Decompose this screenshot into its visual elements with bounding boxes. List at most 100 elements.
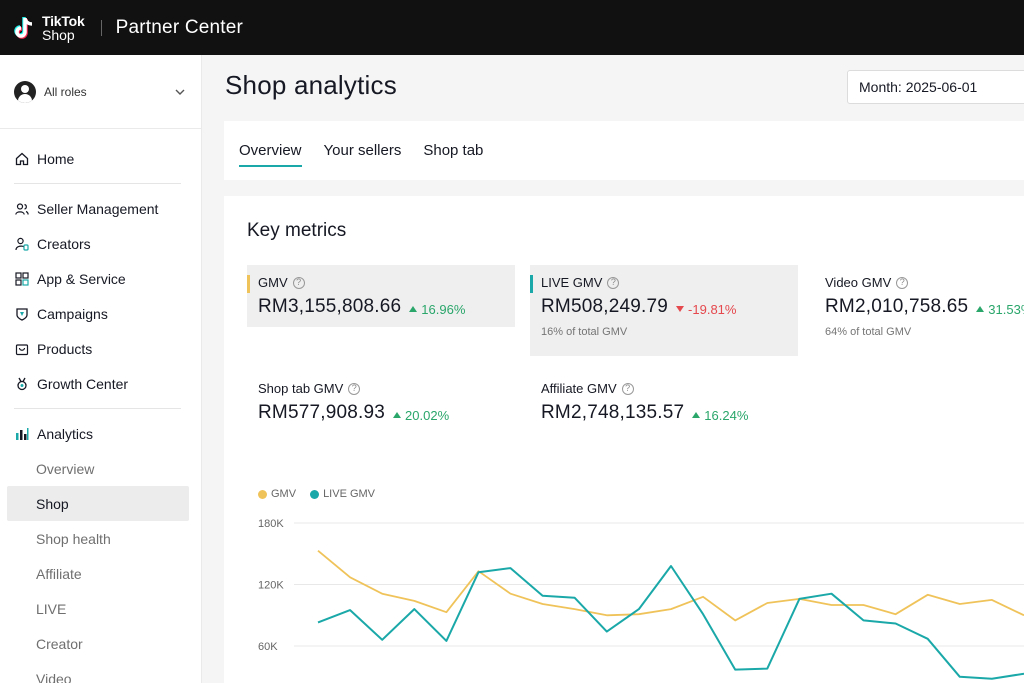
avatar <box>14 80 36 103</box>
help-icon[interactable]: ? <box>621 382 634 395</box>
legend-item-gmv[interactable]: GMV <box>258 488 296 500</box>
metric-change-value: -19.81% <box>688 301 737 317</box>
metric-label: Shop tab GMV <box>258 381 344 396</box>
divider <box>14 183 181 184</box>
metric-change: 20.02% <box>393 408 449 423</box>
gmv-line-chart: 180K 120K 60K <box>258 518 1024 680</box>
sidebar-item-seller-management[interactable]: Seller Management <box>0 191 201 226</box>
metric-change: 16.24% <box>692 408 748 423</box>
legend-label: LIVE GMV <box>323 488 376 500</box>
metric-label: LIVE GMV <box>541 275 603 290</box>
home-icon <box>14 151 30 167</box>
tiktok-shop-logo[interactable]: TikTok Shop <box>14 14 85 42</box>
role-label: All roles <box>44 84 87 99</box>
metric-live-gmv[interactable]: LIVE GMV? RM508,249.79 -19.81% 16% of to… <box>530 265 798 356</box>
sidebar-item-home[interactable]: Home <box>0 141 201 176</box>
tab-your-sellers[interactable]: Your sellers <box>323 142 402 159</box>
sidebar-nav: Home Seller Management Creators App & Se… <box>0 129 201 683</box>
topbar-divider <box>100 19 102 36</box>
key-metrics-title: Key metrics <box>247 220 347 241</box>
trend-up-icon <box>393 412 402 418</box>
sidebar-subitem-overview[interactable]: Overview <box>36 460 95 477</box>
metric-change-value: 16.96% <box>421 301 466 317</box>
tiktok-logo-icon <box>14 14 38 42</box>
metric-label: Affiliate GMV <box>541 381 617 396</box>
chevron-down-icon <box>175 89 185 95</box>
trend-up-icon <box>692 412 701 418</box>
sidebar-item-label: Home <box>37 150 75 167</box>
metric-share: 64% of total GMV <box>825 326 912 338</box>
series-line-gmv[interactable] <box>317 550 1024 622</box>
series-color-bar <box>530 275 533 293</box>
metric-video-gmv[interactable]: Video GMV? RM2,010,758.65 31.53% 64% of … <box>814 265 1024 356</box>
sidebar-subitem-live[interactable]: LIVE <box>36 600 67 617</box>
series-line-live-gmv[interactable] <box>317 565 1024 680</box>
metric-label: Video GMV <box>825 275 892 290</box>
legend-item-live-gmv[interactable]: LIVE GMV <box>310 488 375 500</box>
sidebar-item-campaigns[interactable]: Campaigns <box>0 296 201 331</box>
trend-up-icon <box>976 306 985 312</box>
sidebar-subitem-shop[interactable]: Shop <box>7 486 189 521</box>
sidebar-item-label: Products <box>37 340 93 357</box>
chart-legend: GMV LIVE GMV <box>258 488 375 500</box>
tab-shop-tab[interactable]: Shop tab <box>423 142 484 159</box>
metric-value: RM508,249.79 <box>541 296 669 317</box>
metric-label: GMV <box>258 275 288 290</box>
users-icon <box>14 201 30 217</box>
sidebar-item-analytics[interactable]: Analytics <box>0 416 201 451</box>
help-icon[interactable]: ? <box>607 276 620 289</box>
sidebar-item-growth-center[interactable]: Growth Center <box>0 366 201 401</box>
metric-value: RM577,908.93 <box>258 402 386 423</box>
bar-chart-icon <box>14 426 30 442</box>
sidebar-item-label: Campaigns <box>37 305 108 322</box>
legend-dot <box>258 489 267 499</box>
sidebar-item-label: Creators <box>37 235 91 252</box>
metric-gmv[interactable]: GMV? RM3,155,808.66 16.96% <box>247 265 515 327</box>
creator-icon <box>14 236 30 252</box>
sidebar-item-app-service[interactable]: App & Service <box>0 261 201 296</box>
y-tick-label: 120K <box>258 580 284 592</box>
product-name: Partner Center <box>115 16 244 38</box>
help-icon[interactable]: ? <box>292 276 305 289</box>
metric-change-value: 16.24% <box>704 407 749 423</box>
metric-value: RM3,155,808.66 <box>258 296 402 317</box>
metric-affiliate-gmv[interactable]: Affiliate GMV? RM2,748,135.57 16.24% <box>530 371 798 433</box>
series-color-bar <box>247 275 250 293</box>
metric-change: -19.81% <box>676 302 736 317</box>
trend-down-icon <box>676 306 685 312</box>
sidebar-subitem-creator[interactable]: Creator <box>36 635 83 652</box>
metric-value: RM2,010,758.65 <box>825 296 969 317</box>
metric-shop-tab-gmv[interactable]: Shop tab GMV? RM577,908.93 20.02% <box>247 371 515 433</box>
legend-label: GMV <box>271 488 297 500</box>
shield-icon <box>14 306 30 322</box>
legend-dot <box>310 489 320 499</box>
logo-line-1: TikTok <box>42 12 85 29</box>
divider <box>14 408 181 409</box>
role-selector[interactable]: All roles <box>0 55 201 129</box>
sidebar-subitem-video[interactable]: Video <box>36 670 72 683</box>
sidebar-subitem-shop-health[interactable]: Shop health <box>36 530 111 547</box>
metric-change-value: 20.02% <box>405 407 450 423</box>
tab-overview[interactable]: Overview <box>239 121 302 180</box>
sidebar-subitem-affiliate[interactable]: Affiliate <box>36 565 82 582</box>
help-icon[interactable]: ? <box>348 382 361 395</box>
key-metrics-card: Key metrics GMV? RM3,155,808.66 16.96% L… <box>224 196 1024 683</box>
sidebar-item-creators[interactable]: Creators <box>0 226 201 261</box>
top-bar: TikTok Shop Partner Center <box>0 0 1024 55</box>
sidebar-item-label: Analytics <box>37 425 94 442</box>
month-picker[interactable]: Month: 2025-06-01 <box>847 70 1024 104</box>
metric-change-value: 31.53% <box>988 301 1024 317</box>
help-icon[interactable]: ? <box>896 276 909 289</box>
medal-icon <box>14 376 30 392</box>
sidebar-item-label: App & Service <box>37 270 126 287</box>
tab-bar: Overview Your sellers Shop tab <box>224 121 1024 180</box>
trend-up-icon <box>409 306 418 312</box>
sidebar-item-label: Growth Center <box>37 375 129 392</box>
apps-icon <box>14 271 30 287</box>
y-tick-label: 180K <box>258 518 284 530</box>
metric-value: RM2,748,135.57 <box>541 402 685 423</box>
metric-change: 31.53% <box>976 302 1024 317</box>
sidebar: All roles Home Seller Management Creator… <box>0 55 202 683</box>
sidebar-item-products[interactable]: Products <box>0 331 201 366</box>
metric-change: 16.96% <box>409 302 465 317</box>
